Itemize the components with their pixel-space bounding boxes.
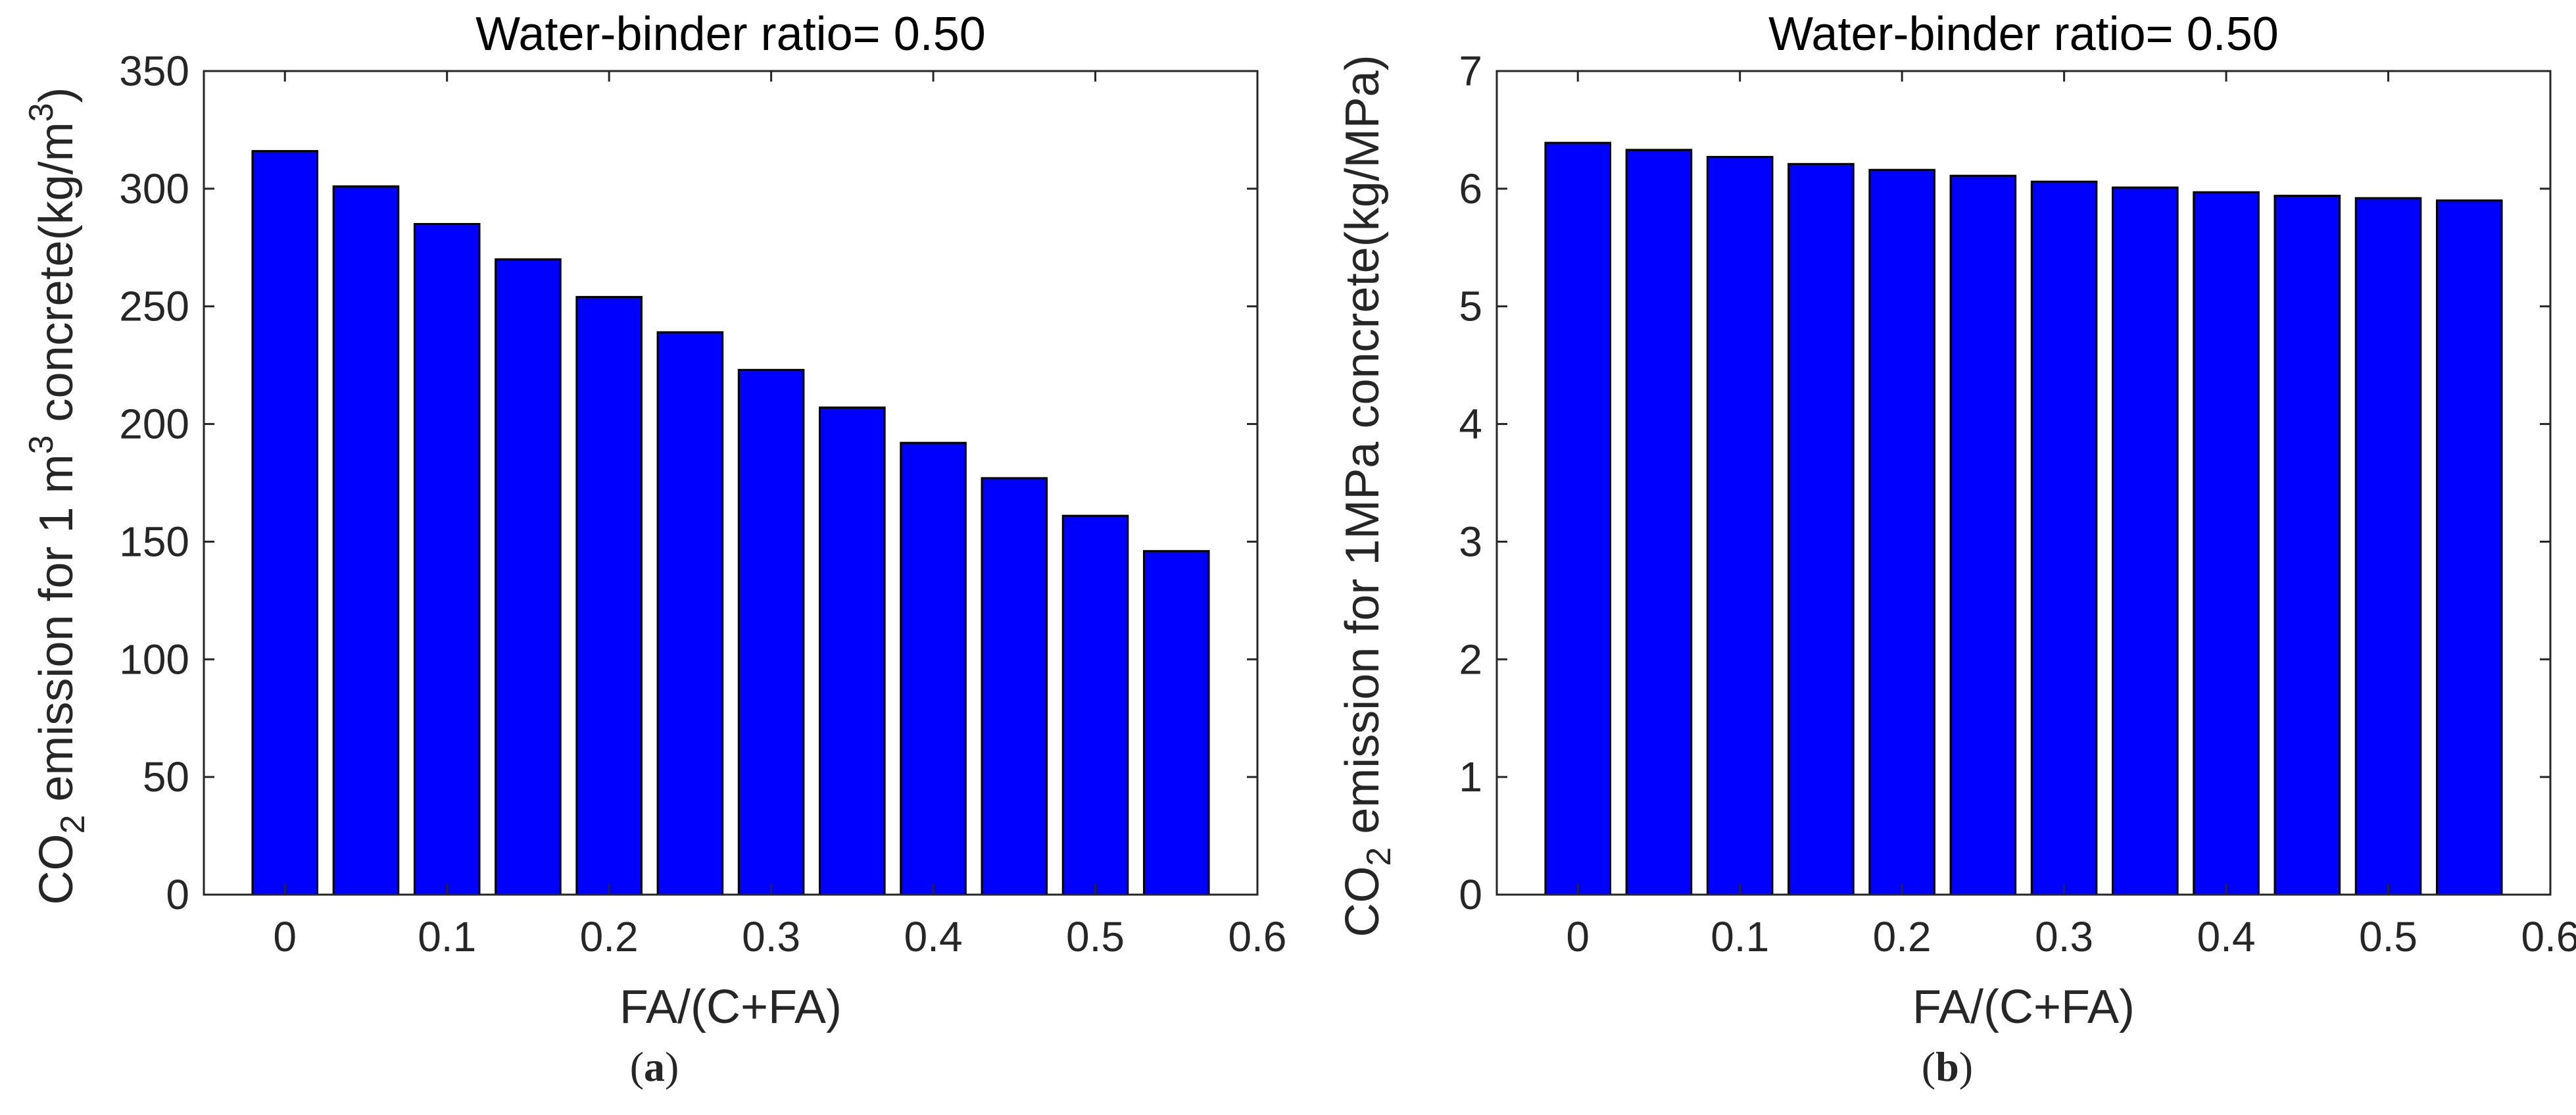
x-axis-label: FA/(C+FA): [1912, 981, 2135, 1033]
y-tick-label: 50: [143, 753, 189, 801]
chart-title: Water-binder ratio= 0.50: [1768, 8, 2279, 61]
bar: [2193, 191, 2260, 896]
x-axis-label: FA/(C+FA): [620, 981, 842, 1033]
y-tick-label: 200: [119, 401, 189, 448]
y-axis-label: CO2 emission for 1MPa concrete(kg/MPa): [1336, 55, 1398, 937]
bar: [2273, 195, 2341, 896]
x-tick-label: 0.5: [1066, 913, 1125, 960]
y-tick-label: 5: [1459, 283, 1482, 330]
x-tick-label: 0.1: [418, 913, 476, 960]
y-tick-label: 150: [119, 518, 189, 565]
bar: [332, 185, 400, 896]
chart-panel-a: 0 50 100 150 200 250 300 350 0 0.1 0.2 0.3 0.4 0.5 0.6…: [22, 8, 1286, 1033]
chart-panel-b: 0 1 2 3 4 5 6 7 0 0.1 0.2 0.3 0.4 0.5 0.6 Water-binder …: [1336, 8, 2576, 1033]
y-tick-label: 2: [1459, 635, 1482, 683]
y-tick-label: 0: [1459, 871, 1482, 918]
y-tick-label: 350: [119, 47, 189, 95]
y-tick-label: 0: [166, 871, 189, 918]
bar: [2435, 199, 2503, 896]
y-tick-label: 4: [1459, 401, 1482, 448]
bar: [1544, 141, 1612, 896]
bar: [1949, 174, 2017, 896]
bar: [981, 477, 1048, 896]
caption-a: (a): [629, 1043, 679, 1090]
caption-b: (b): [1921, 1043, 1974, 1090]
bar: [737, 368, 805, 896]
y-tick-label: 1: [1459, 753, 1482, 801]
bar: [656, 331, 724, 896]
axes-box: [203, 70, 1259, 896]
bar: [1142, 550, 1210, 896]
bar: [1868, 168, 1935, 896]
x-tick-label: 0.6: [2521, 913, 2576, 960]
x-tick-label: 0.6: [1228, 913, 1287, 960]
bar: [575, 295, 643, 896]
x-tick-label: 0.1: [1711, 913, 1769, 960]
bar: [251, 150, 319, 896]
y-axis-label: CO2 emission for 1 m3 concrete(kg/m3): [22, 87, 92, 904]
bar: [2030, 180, 2098, 896]
bar: [1787, 162, 1855, 896]
bar: [819, 407, 886, 896]
x-tick-label: 0.4: [904, 913, 963, 960]
bar: [2354, 197, 2422, 896]
bar: [413, 223, 481, 896]
x-tick-label: 0.3: [2035, 913, 2093, 960]
bar: [1706, 156, 1774, 896]
chart-title: Water-binder ratio= 0.50: [475, 8, 986, 61]
x-tick-label: 0: [273, 913, 297, 960]
x-tick-label: 0: [1566, 913, 1590, 960]
x-tick-label: 0.2: [1873, 913, 1932, 960]
y-tick-label: 6: [1459, 165, 1482, 212]
bar: [900, 441, 967, 896]
bar: [2112, 186, 2179, 896]
axes-box: [1495, 70, 2552, 896]
x-tick-label: 0.5: [2359, 913, 2418, 960]
bar: [495, 258, 562, 896]
x-tick-label: 0.3: [742, 913, 800, 960]
bar: [1625, 149, 1693, 896]
y-tick-label: 7: [1459, 47, 1482, 95]
y-tick-label: 3: [1459, 518, 1482, 565]
y-tick-label: 100: [119, 635, 189, 683]
bar: [1061, 514, 1129, 896]
y-tick-label: 300: [119, 165, 189, 212]
x-tick-label: 0.4: [2197, 913, 2256, 960]
x-tick-label: 0.2: [580, 913, 639, 960]
y-tick-label: 250: [119, 283, 189, 330]
